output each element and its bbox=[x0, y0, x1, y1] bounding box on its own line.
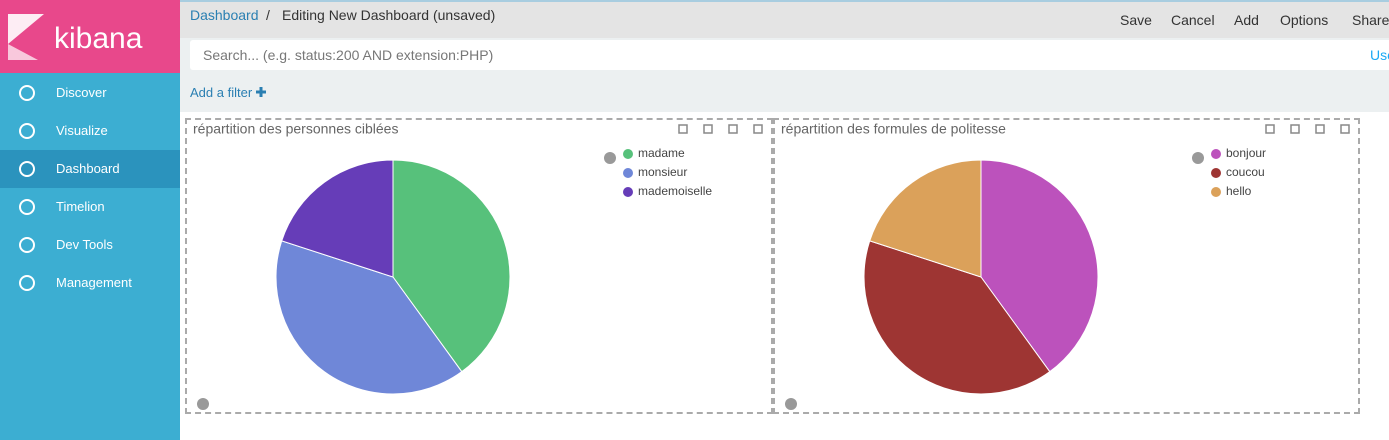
logo-text: kibana bbox=[54, 22, 143, 55]
nav-label: Discover bbox=[56, 85, 107, 100]
pie-slice bbox=[869, 159, 982, 278]
pie-slice bbox=[392, 159, 511, 373]
action-link[interactable]: Options bbox=[1280, 12, 1329, 28]
nav-label: Timelion bbox=[56, 199, 105, 214]
add-filter[interactable]: Add a filter bbox=[190, 85, 266, 100]
expand-icon[interactable] bbox=[1265, 124, 1275, 134]
edit-icon[interactable] bbox=[703, 124, 713, 134]
legend-swatch bbox=[623, 187, 633, 197]
nav-icon bbox=[19, 161, 35, 177]
nav-label: Management bbox=[56, 275, 132, 290]
legend-label[interactable]: madame bbox=[638, 146, 685, 160]
icon-shape bbox=[19, 123, 35, 139]
move-icon[interactable] bbox=[728, 124, 738, 134]
pie-slice bbox=[863, 240, 1051, 395]
icon-shape bbox=[19, 85, 35, 101]
legend-swatch bbox=[623, 149, 633, 159]
legend-swatch bbox=[1211, 149, 1221, 159]
panel-title: répartition des formules de politesse bbox=[781, 121, 1006, 137]
pie-slice bbox=[281, 159, 394, 278]
collapse-icon[interactable] bbox=[197, 398, 209, 410]
action-link[interactable]: Share bbox=[1352, 12, 1389, 28]
add-filter-text: Add a filter bbox=[190, 85, 253, 100]
plus-icon bbox=[255, 87, 266, 97]
panel-svg: répartition des formules de politesse bon… bbox=[781, 121, 1350, 410]
search-box[interactable]: Search... (e.g. status:200 AND extension… bbox=[190, 40, 1389, 70]
icon-shape bbox=[19, 161, 35, 177]
panel: répartition des personnes ciblées madame m… bbox=[185, 118, 773, 414]
panel: répartition des formules de politesse bon… bbox=[773, 118, 1360, 414]
nav-icon bbox=[19, 237, 35, 253]
nav-label: Visualize bbox=[56, 123, 108, 138]
nav-item[interactable]: Dev Tools bbox=[0, 226, 180, 264]
nav-icon bbox=[19, 275, 35, 291]
action-link[interactable]: Cancel bbox=[1171, 12, 1215, 28]
nav-label: Dashboard bbox=[56, 161, 120, 176]
action-link[interactable]: Add bbox=[1234, 12, 1259, 28]
icon-shape bbox=[19, 275, 35, 291]
legend-toggle[interactable] bbox=[1192, 152, 1204, 164]
legend-swatch bbox=[1211, 187, 1221, 197]
breadcrumb-current: Editing New Dashboard (unsaved) bbox=[282, 7, 496, 23]
panel-svg: répartition des personnes ciblées madame m… bbox=[193, 121, 763, 410]
nav-label: Dev Tools bbox=[56, 237, 113, 252]
edit-icon[interactable] bbox=[1290, 124, 1300, 134]
syntax-link[interactable]: Use bbox=[1370, 47, 1389, 63]
nav-icon bbox=[19, 199, 35, 215]
legend-swatch bbox=[623, 168, 633, 178]
nav-item[interactable]: Discover bbox=[0, 74, 180, 112]
legend-toggle[interactable] bbox=[604, 152, 616, 164]
nav-icon bbox=[19, 123, 35, 139]
logo-icon bbox=[8, 14, 44, 60]
breadcrumb-separator: / bbox=[266, 7, 270, 23]
action-link[interactable]: Save bbox=[1120, 12, 1152, 28]
move-icon[interactable] bbox=[1315, 124, 1325, 134]
close-icon[interactable] bbox=[753, 124, 763, 134]
close-icon[interactable] bbox=[1340, 124, 1350, 134]
legend-label[interactable]: monsieur bbox=[638, 165, 687, 179]
expand-icon[interactable] bbox=[678, 124, 688, 134]
legend-label[interactable]: bonjour bbox=[1226, 146, 1266, 160]
icon-shape bbox=[19, 199, 35, 215]
nav-item[interactable]: Timelion bbox=[0, 188, 180, 226]
nav-item[interactable]: Visualize bbox=[0, 112, 180, 150]
sidebar bbox=[0, 0, 180, 440]
nav-item[interactable]: Dashboard bbox=[0, 150, 180, 188]
nav-icon bbox=[19, 85, 35, 101]
search-placeholder: Search... (e.g. status:200 AND extension… bbox=[203, 47, 494, 63]
panel-title: répartition des personnes ciblées bbox=[193, 121, 398, 137]
legend-label[interactable]: coucou bbox=[1226, 165, 1265, 179]
logo[interactable]: kibana bbox=[0, 0, 180, 73]
legend-swatch bbox=[1211, 168, 1221, 178]
legend-label[interactable]: mademoiselle bbox=[638, 184, 712, 198]
legend-label[interactable]: hello bbox=[1226, 184, 1252, 198]
collapse-icon[interactable] bbox=[785, 398, 797, 410]
icon-shape bbox=[19, 237, 35, 253]
nav-item[interactable]: Management bbox=[0, 264, 180, 302]
header bbox=[180, 0, 1389, 38]
pie-slice bbox=[275, 240, 463, 395]
breadcrumb-link[interactable]: Dashboard bbox=[190, 7, 259, 23]
pie-slice bbox=[980, 159, 1099, 373]
